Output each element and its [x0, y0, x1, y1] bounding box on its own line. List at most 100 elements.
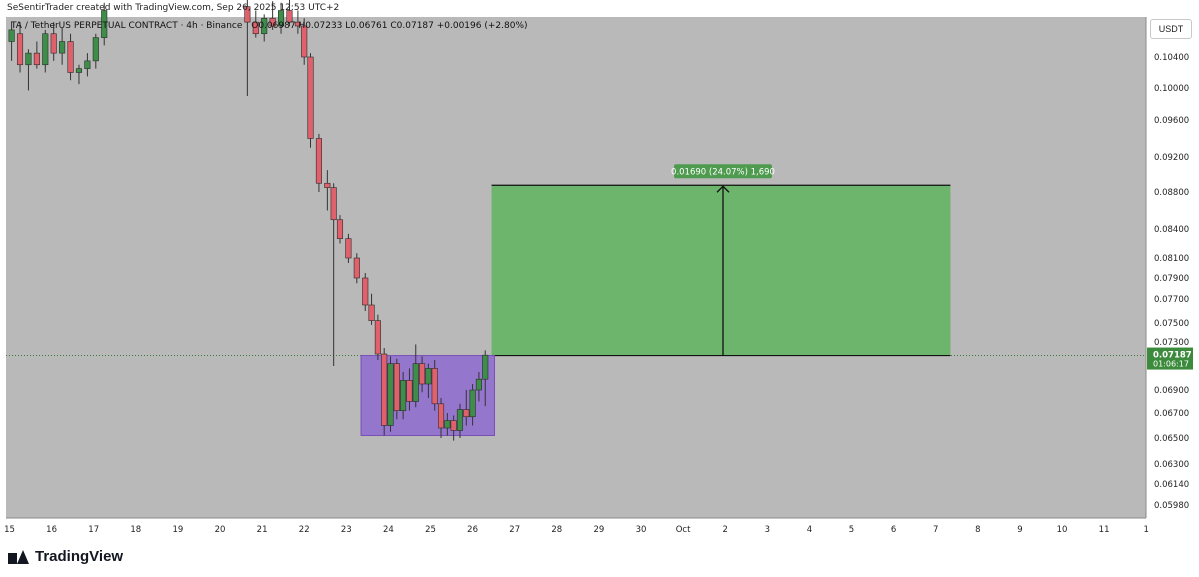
candle-down: [450, 420, 457, 431]
candle-down: [324, 182, 331, 188]
candle-down: [437, 403, 445, 429]
candle-down: [50, 33, 57, 54]
candle-down: [463, 409, 470, 418]
price-tick-label: 0.07300: [1154, 338, 1189, 348]
candle-down: [252, 21, 259, 35]
candle-down: [353, 257, 360, 279]
date-tick-label: 24: [383, 525, 394, 535]
date-tick-label: 6: [891, 525, 896, 535]
candle-up: [84, 60, 91, 69]
date-tick-label: 19: [172, 525, 183, 535]
date-tick-label: 8: [975, 525, 980, 535]
date-tick-label: 25: [425, 525, 436, 535]
price-tick-label: 0.10400: [1154, 53, 1189, 63]
candle-up: [25, 52, 32, 66]
candle-up: [475, 378, 482, 391]
currency-unit-button[interactable]: USDT: [1150, 19, 1192, 39]
candle-down: [244, 6, 251, 23]
date-tick-label: 21: [257, 525, 268, 535]
candle-down: [431, 368, 438, 405]
date-tick-label: 10: [1057, 525, 1068, 535]
candle-down: [406, 380, 413, 402]
candle-down: [315, 138, 322, 184]
chart-attribution: SeSentirTrader created with TradingView.…: [7, 3, 340, 13]
date-tick-label: 11: [1099, 525, 1110, 535]
price-tick-label: 0.05980: [1154, 501, 1189, 511]
candle-up: [261, 17, 268, 35]
date-tick-label: 26: [467, 525, 478, 535]
date-tick-label: 5: [849, 525, 854, 535]
symbol-title: TA / TetherUS PERPETUAL CONTRACT · 4h · …: [11, 21, 243, 31]
candle-down: [16, 33, 24, 66]
tradingview-brand: TradingView: [35, 548, 124, 565]
date-tick-label: 22: [299, 525, 310, 535]
date-tick-label: 7: [933, 525, 938, 535]
candle-up: [387, 363, 394, 426]
price-tick-label: 0.07700: [1154, 295, 1189, 305]
date-tick-label: 29: [593, 525, 604, 535]
candle-up: [75, 68, 83, 73]
date-tick-label: 23: [341, 525, 352, 535]
price-tick-label: 0.07900: [1154, 274, 1189, 284]
candle-up: [8, 29, 15, 42]
last-price-label: 0.07187: [1153, 351, 1192, 361]
candle-up: [92, 37, 99, 62]
candle-up: [425, 368, 432, 385]
date-tick-label: 1: [1143, 525, 1148, 535]
measure-label-box: [674, 164, 772, 179]
price-axis: 0.10400 0.10000 0.09600 0.09200 0.08800 0.084…: [1154, 53, 1189, 511]
date-tick-label: Oct: [676, 525, 691, 535]
candle-countdown-label: 01:06:17: [1153, 360, 1189, 369]
candle-down: [381, 353, 388, 426]
date-tick-label: 30: [636, 525, 647, 535]
date-tick-label: 27: [509, 525, 520, 535]
last-price-badge: [1147, 347, 1193, 370]
date-tick-label: 28: [551, 525, 562, 535]
candle-down: [368, 304, 375, 321]
date-tick-label: 20: [215, 525, 226, 535]
price-tick-label: 0.06900: [1154, 386, 1189, 396]
price-tick-label: 0.07500: [1154, 319, 1189, 329]
date-tick-label: 17: [88, 525, 99, 535]
candle-up: [400, 380, 407, 411]
measure-label: 0.01690 (24.07%) 1,690: [671, 167, 775, 177]
candle-down: [269, 17, 276, 27]
price-tick-label: 0.10000: [1154, 84, 1189, 94]
price-tick-label: 0.06500: [1154, 434, 1189, 444]
date-tick-label: 15: [4, 525, 15, 535]
price-tick-label: 0.08800: [1154, 188, 1189, 198]
price-tick-label: 0.08400: [1154, 225, 1189, 235]
candle-up: [482, 354, 489, 380]
date-tick-label: 9: [1017, 525, 1022, 535]
price-tick-label: 0.06700: [1154, 409, 1189, 419]
candle-down: [374, 320, 381, 355]
candle-up: [277, 10, 285, 27]
candle-down: [301, 25, 308, 58]
candle-down: [336, 219, 344, 239]
price-tick-label: 0.09200: [1154, 153, 1189, 163]
candle-down: [67, 41, 74, 73]
symbol-legend: TA / TetherUS PERPETUAL CONTRACT · 4h · …: [11, 21, 528, 31]
candle-up: [444, 420, 451, 429]
tradingview-logo: TradingView: [8, 548, 123, 565]
candle-down: [419, 363, 426, 385]
candle-down: [345, 238, 352, 259]
time-axis: 15 16 17 18 19 20 21 22 23 24 25 26 27 28 29 30 Oct 2 3 4 5 6…: [4, 525, 1149, 535]
candle-down: [362, 277, 369, 306]
candle-down: [330, 187, 337, 221]
candle-down: [294, 21, 301, 27]
candle-down: [393, 363, 400, 412]
price-tick-label: 0.08100: [1154, 254, 1189, 264]
price-tick-label: 0.06140: [1154, 480, 1189, 490]
measure-arrow-head: [716, 185, 730, 193]
price-tick-label: 0.09600: [1154, 116, 1189, 126]
target-zone[interactable]: [491, 185, 951, 356]
candle-up: [456, 409, 464, 431]
ohlc-values: O0.06987 H0.07233 L0.06761 C0.07187 +0.0…: [251, 21, 528, 31]
candle-up: [412, 363, 419, 402]
date-tick-label: 4: [807, 525, 812, 535]
candle-up: [59, 41, 66, 54]
date-tick-label: 18: [130, 525, 141, 535]
